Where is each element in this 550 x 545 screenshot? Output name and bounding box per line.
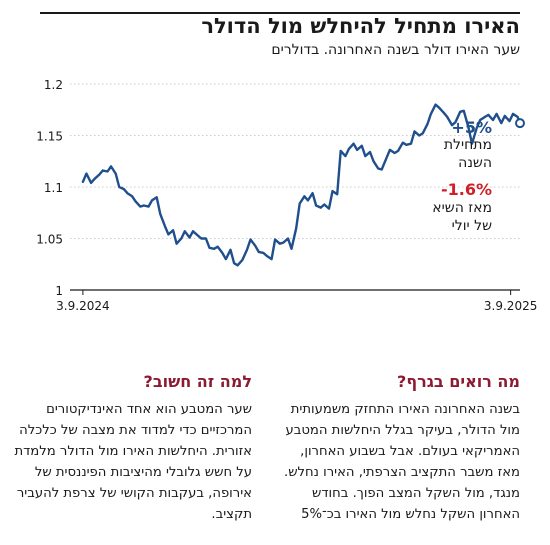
x-tick-label: 3.9.2025 bbox=[484, 299, 537, 313]
change-peak-label-line-2: של יולי bbox=[451, 218, 492, 234]
y-tick-label: 1 bbox=[55, 284, 63, 298]
page-subtitle: שער האירו דולר בשנה האחרונה. בדולרים bbox=[271, 42, 520, 58]
y-tick-label: 1.2 bbox=[44, 78, 63, 92]
what-we-see-heading: מה רואים בגרף? bbox=[397, 372, 520, 391]
y-tick-label: 1.1 bbox=[44, 181, 63, 195]
plot-area bbox=[81, 103, 525, 267]
y-tick-label: 1.15 bbox=[36, 130, 63, 144]
change-peak-label: מאז השיא של יולי bbox=[432, 199, 492, 235]
what-we-see-section: מה רואים בגרף? בשנה האחרונה האירו התחזק … bbox=[280, 372, 520, 525]
change-ytd-label: מתחילת השנה bbox=[444, 136, 492, 172]
end-point-marker bbox=[515, 118, 525, 129]
why-important-body: שער המטבע הוא אחד האינדיקטורים המרכזיים … bbox=[14, 402, 252, 522]
page-title: האירו מתחיל להיחלש מול הדולר bbox=[201, 14, 520, 38]
change-ytd-label-line-2: השנה bbox=[458, 155, 492, 171]
why-important-heading: למה זה חשוב? bbox=[143, 372, 252, 391]
what-we-see-body: בשנה האחרונה האירו התחזק משמעותית מול הד… bbox=[284, 402, 520, 522]
change-ytd-value: +5% bbox=[451, 118, 492, 137]
x-tick-label: 3.9.2024 bbox=[56, 299, 109, 313]
exchange-rate-chart: 1 1.05 1.1 1.15 1.2 3.9.2024 3.9.2025 bbox=[36, 78, 537, 313]
why-important-section: למה זה חשוב? שער המטבע הוא אחד האינדיקטו… bbox=[12, 372, 252, 525]
change-peak-value: -1.6% bbox=[440, 180, 492, 199]
title-rule bbox=[40, 12, 520, 14]
eur-usd-series-line bbox=[81, 103, 522, 267]
x-axis: 3.9.2024 3.9.2025 bbox=[56, 289, 537, 313]
y-axis: 1 1.05 1.1 1.15 1.2 bbox=[36, 78, 63, 298]
change-peak-label-line-1: מאז השיא bbox=[432, 200, 492, 216]
change-ytd-label-line-1: מתחילת bbox=[443, 137, 492, 153]
y-tick-label: 1.05 bbox=[36, 233, 63, 247]
